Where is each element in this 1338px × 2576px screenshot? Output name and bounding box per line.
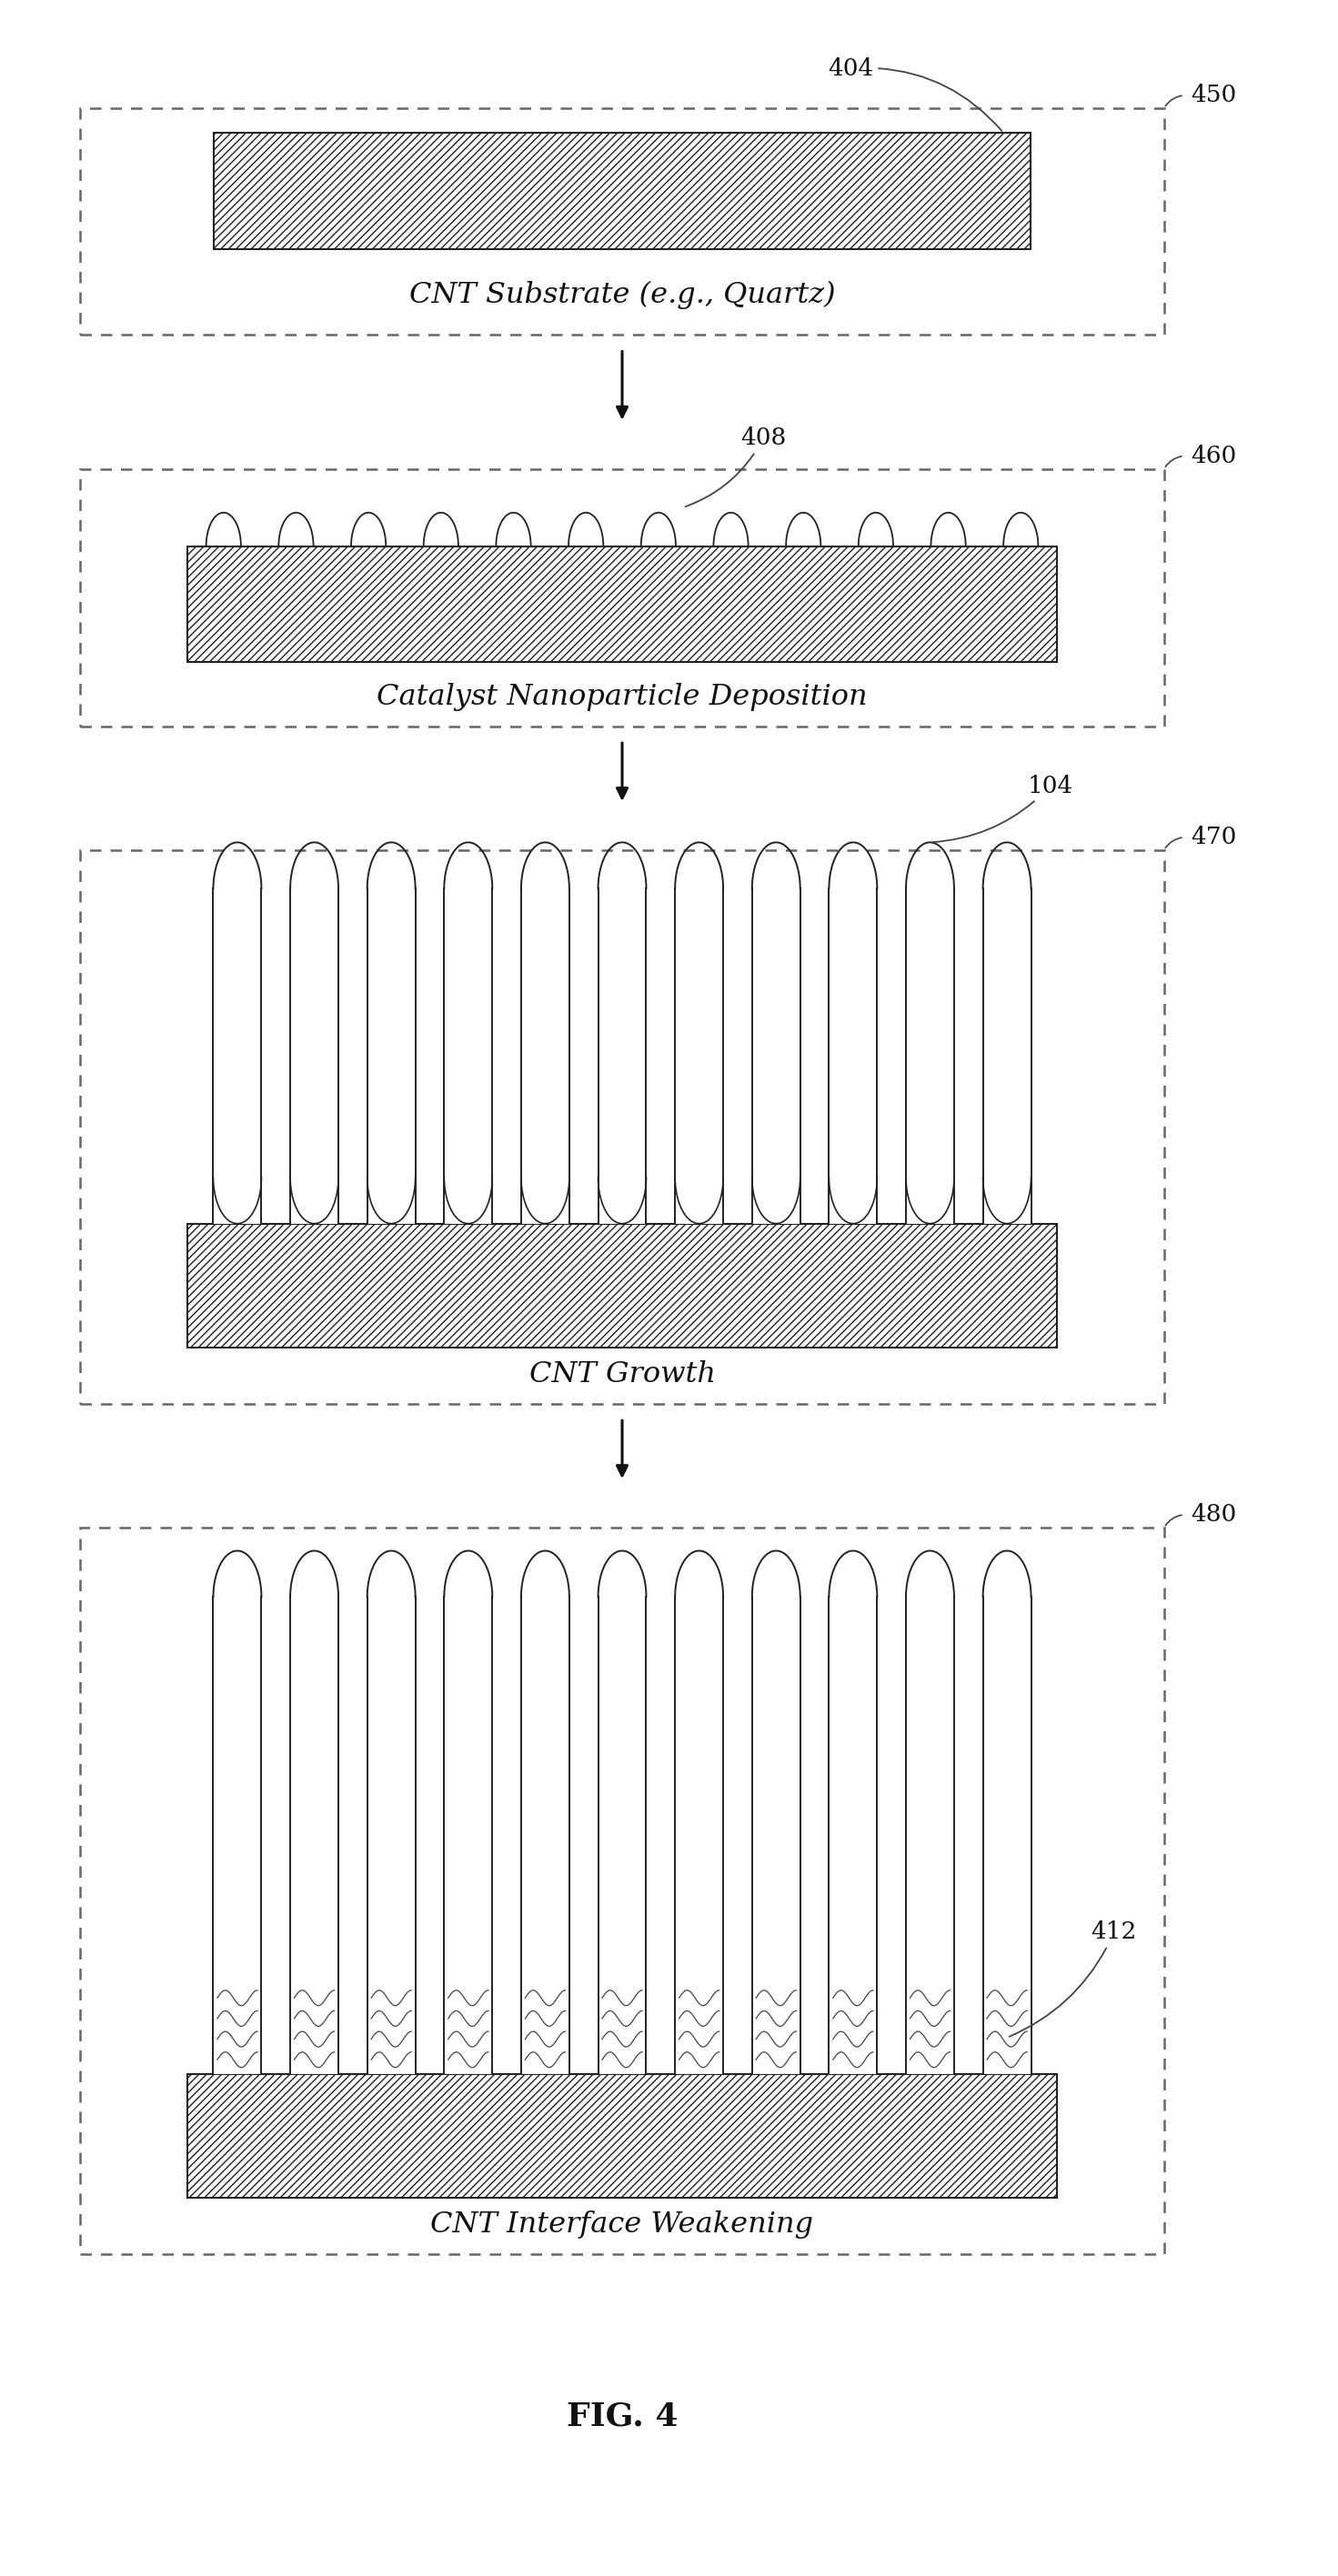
Text: FIG. 4: FIG. 4 [566, 2401, 678, 2432]
Bar [906, 889, 954, 1224]
Bar [187, 546, 1057, 662]
Text: 104: 104 [933, 775, 1073, 842]
Bar [983, 889, 1032, 1224]
Bar [187, 1224, 1057, 1347]
Bar [80, 469, 1164, 726]
Bar [213, 1597, 261, 2074]
Bar [752, 889, 800, 1224]
Bar [676, 1597, 724, 2074]
Bar [598, 1597, 646, 2074]
Bar [830, 1597, 878, 2074]
Bar [598, 889, 646, 1224]
Text: 450: 450 [1191, 85, 1236, 106]
Bar [80, 850, 1164, 1404]
Bar [444, 1597, 492, 2074]
Text: CNT Growth: CNT Growth [529, 1360, 716, 1388]
Bar [906, 1597, 954, 2074]
Text: CNT Substrate (e.g., Quartz): CNT Substrate (e.g., Quartz) [409, 281, 835, 309]
Bar [214, 134, 1030, 250]
Bar [80, 1528, 1164, 2254]
Bar [80, 108, 1164, 335]
Text: 408: 408 [685, 428, 787, 507]
Bar [752, 1597, 800, 2074]
Text: 460: 460 [1191, 446, 1236, 466]
Text: 470: 470 [1191, 827, 1236, 848]
Bar [367, 1597, 415, 2074]
Text: 480: 480 [1191, 1504, 1236, 1525]
Text: 412: 412 [1009, 1922, 1137, 2038]
Bar [983, 1597, 1032, 2074]
Bar [187, 2074, 1057, 2197]
Bar [830, 889, 878, 1224]
Bar [213, 889, 261, 1224]
Bar [520, 1597, 569, 2074]
Bar [290, 889, 339, 1224]
Bar [444, 889, 492, 1224]
Text: 404: 404 [828, 57, 1002, 131]
Bar [676, 889, 724, 1224]
Text: CNT Interface Weakening: CNT Interface Weakening [431, 2210, 814, 2239]
Bar [367, 889, 415, 1224]
Bar [290, 1597, 339, 2074]
Bar [520, 889, 569, 1224]
Text: Catalyst Nanoparticle Deposition: Catalyst Nanoparticle Deposition [377, 683, 867, 711]
